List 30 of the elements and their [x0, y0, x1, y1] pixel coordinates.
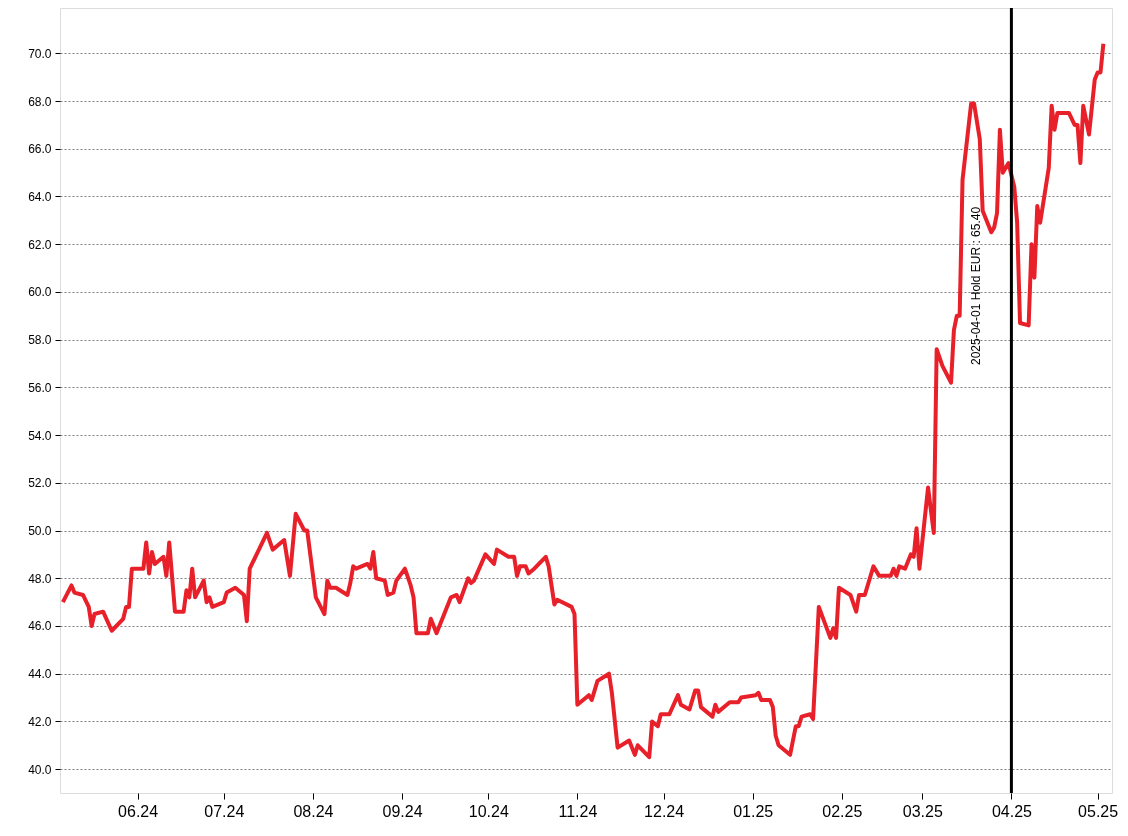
y-tick-label: 54.0 — [28, 428, 52, 443]
x-tick-label: 01.25 — [733, 802, 774, 820]
y-tick-label: 60.0 — [28, 285, 52, 300]
x-tick-label: 08.24 — [293, 802, 334, 820]
y-tick-label: 56.0 — [28, 380, 52, 395]
x-tick-label: 03.25 — [902, 802, 943, 820]
line-series — [60, 41, 1106, 760]
ref-line-label: 2025-04-01 Hold EUR : 65.40 — [969, 206, 984, 365]
x-tick-label: 10.24 — [468, 802, 509, 820]
y-tick-label: 44.0 — [28, 667, 52, 682]
y-tick-label: 40.0 — [28, 762, 52, 777]
y-tick-label: 46.0 — [28, 619, 52, 634]
y-tick-label: 66.0 — [28, 142, 52, 157]
y-tick-label: 52.0 — [28, 476, 52, 491]
y-tick-label: 58.0 — [28, 333, 52, 348]
x-tick-label: 04.25 — [991, 802, 1033, 820]
x-tick-label: 06.24 — [118, 802, 159, 820]
x-tick-label: 12.24 — [644, 802, 685, 820]
y-tick-label: 70.0 — [28, 46, 52, 61]
y-tick-label: 50.0 — [28, 524, 52, 539]
y-tick-label: 68.0 — [28, 94, 52, 109]
y-tick-label: 62.0 — [28, 237, 52, 252]
x-tick-label: 02.25 — [822, 802, 863, 820]
y-tick-label: 48.0 — [28, 571, 52, 586]
x-tick-label: 11.24 — [558, 802, 598, 820]
y-tick-label: 42.0 — [28, 714, 52, 729]
y-tick-label: 64.0 — [28, 190, 52, 204]
x-tick-label: 07.24 — [204, 802, 245, 820]
x-tick-label: 09.24 — [382, 802, 423, 820]
x-tick-label: 05.25 — [1078, 802, 1119, 820]
